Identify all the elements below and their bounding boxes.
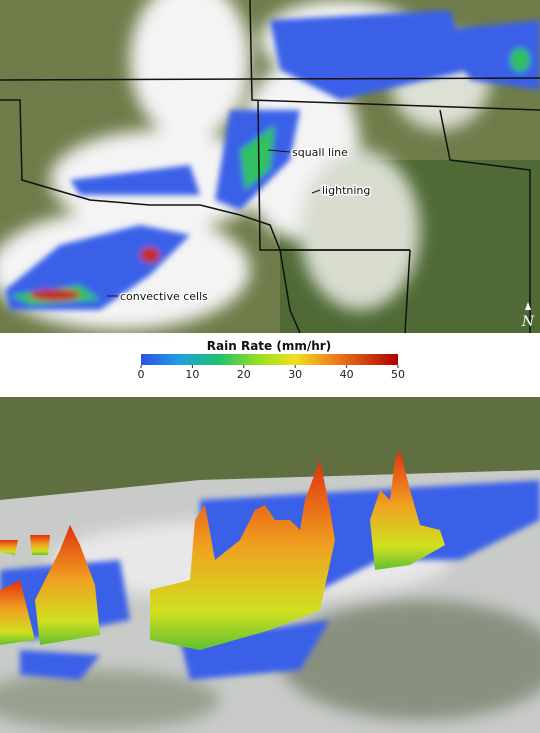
annotation: lightning xyxy=(322,184,370,197)
north-arrow xyxy=(525,302,531,310)
annotation: convective cells xyxy=(120,290,208,303)
rain-map: squall line lightning convective cells N xyxy=(0,0,540,334)
colorbar-tick-label: 0 xyxy=(138,368,145,381)
legend: Rain Rate (mm/hr) 0 10 20 30 40 50 xyxy=(138,339,406,381)
colorbar-tick-label: 40 xyxy=(340,368,354,381)
colorbar-tick-label: 10 xyxy=(185,368,199,381)
colorbar xyxy=(141,354,398,365)
rain-3d-view xyxy=(0,397,540,733)
annotation: squall line xyxy=(292,146,348,159)
colorbar-tick-label: 30 xyxy=(288,368,302,381)
legend-title: Rain Rate (mm/hr) xyxy=(207,339,331,353)
colorbar-tick-label: 20 xyxy=(237,368,251,381)
colorbar-tick-label: 50 xyxy=(391,368,405,381)
north-label: N xyxy=(521,314,535,330)
